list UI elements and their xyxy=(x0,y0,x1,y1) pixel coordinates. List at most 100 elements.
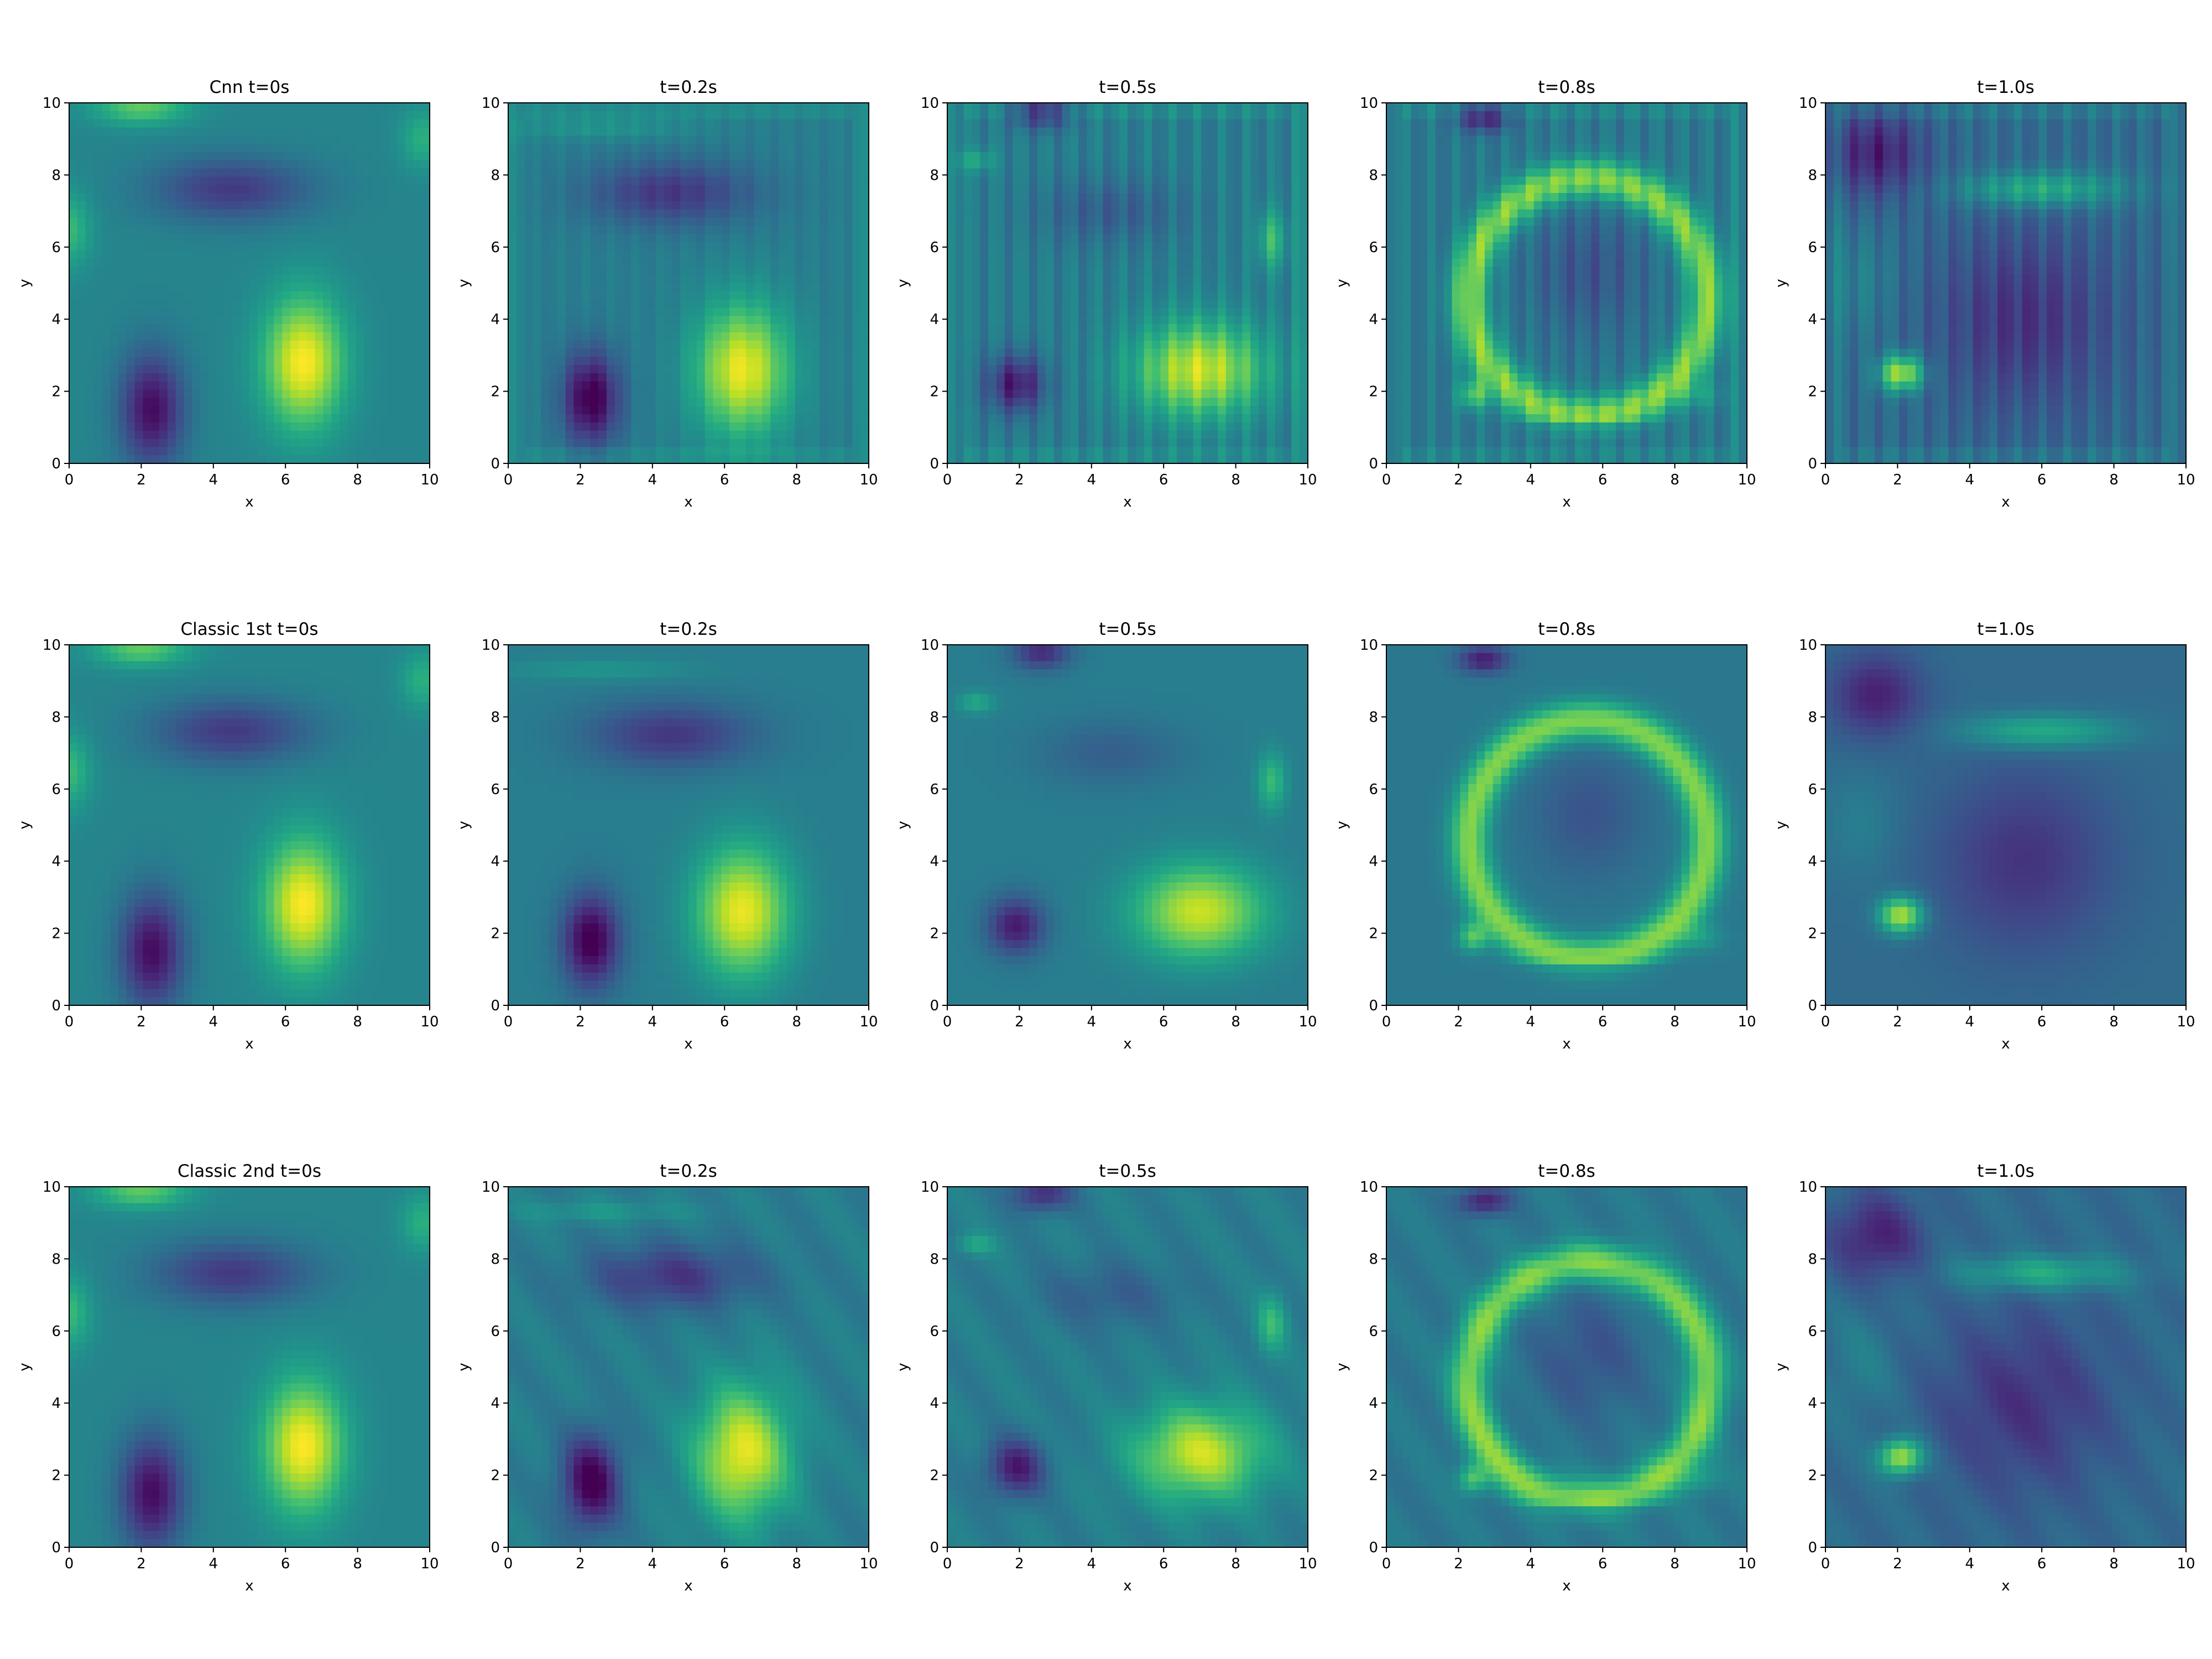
heatmap-cell xyxy=(795,430,804,440)
heatmap-cell xyxy=(397,430,406,440)
heatmap-cell xyxy=(820,209,828,218)
heatmap-cell xyxy=(803,348,812,357)
heatmap-cell xyxy=(413,316,422,325)
heatmap-cell xyxy=(151,234,160,243)
heatmap-cell xyxy=(655,185,665,194)
heatmap-cell xyxy=(557,332,566,341)
heatmap-cell xyxy=(573,176,582,185)
heatmap-cell xyxy=(762,193,771,202)
heatmap-cell xyxy=(413,258,422,267)
heatmap-cell xyxy=(988,250,997,259)
heatmap-cell xyxy=(372,299,381,309)
heatmap-cell xyxy=(347,381,357,390)
heatmap-cell xyxy=(713,242,722,251)
heatmap-cell xyxy=(860,447,869,456)
heatmap-cell xyxy=(1013,414,1021,423)
heatmap-cell xyxy=(820,439,828,447)
heatmap-cell xyxy=(963,135,973,144)
heatmap-cell xyxy=(1086,389,1095,399)
heatmap-cell xyxy=(200,144,209,153)
heatmap-cell xyxy=(947,381,956,390)
heatmap-cell xyxy=(557,201,566,210)
heatmap-cell xyxy=(323,185,332,194)
heatmap-cell xyxy=(331,283,340,292)
heatmap-cell xyxy=(323,291,332,300)
heatmap-cell xyxy=(257,291,267,300)
heatmap-cell xyxy=(508,414,517,423)
heatmap-cell xyxy=(827,332,837,341)
heatmap-cell xyxy=(77,307,86,316)
heatmap-cell xyxy=(151,242,160,251)
heatmap-cell xyxy=(1045,103,1055,112)
heatmap-cell xyxy=(102,447,111,456)
heatmap-cell xyxy=(159,226,168,234)
heatmap-cell xyxy=(421,455,430,464)
heatmap-cell xyxy=(1128,373,1136,382)
heatmap-cell xyxy=(298,152,307,161)
heatmap-cell xyxy=(988,357,997,366)
heatmap-cell xyxy=(516,152,525,161)
heatmap-cell xyxy=(208,357,217,366)
heatmap-cell xyxy=(340,422,348,431)
heatmap-cell xyxy=(647,324,656,333)
heatmap-cell xyxy=(533,193,541,202)
heatmap-cell xyxy=(1053,144,1063,153)
heatmap-cell xyxy=(265,447,275,456)
heatmap-cell xyxy=(549,447,558,456)
heatmap-cell xyxy=(836,111,845,120)
heatmap-cell xyxy=(315,422,324,431)
heatmap-cell xyxy=(721,111,730,120)
heatmap-cell xyxy=(508,455,517,464)
heatmap-cell xyxy=(1021,152,1030,161)
heatmap-cell xyxy=(282,193,291,202)
heatmap-cell xyxy=(614,340,624,349)
heatmap-cell xyxy=(233,242,242,251)
heatmap-cell xyxy=(947,398,956,406)
heatmap-cell xyxy=(388,389,398,399)
heatmap-cell xyxy=(265,348,275,357)
heatmap-cell xyxy=(1029,332,1038,341)
heatmap-cell xyxy=(405,455,414,464)
heatmap-cell xyxy=(786,430,796,440)
heatmap-cell xyxy=(836,250,845,259)
heatmap-cell xyxy=(126,226,135,234)
heatmap-cell xyxy=(118,398,127,406)
heatmap-cell xyxy=(721,348,730,357)
heatmap-cell xyxy=(167,275,176,284)
heatmap-cell xyxy=(175,144,185,153)
heatmap-cell xyxy=(233,389,242,399)
heatmap-cell xyxy=(508,291,517,300)
heatmap-cell xyxy=(257,275,267,284)
heatmap-cell xyxy=(184,291,192,300)
heatmap-cell xyxy=(803,307,812,316)
heatmap-cell xyxy=(795,455,804,464)
heatmap-cell xyxy=(257,135,267,144)
heatmap-cell xyxy=(216,185,226,194)
heatmap-cell xyxy=(590,111,599,120)
heatmap-cell xyxy=(955,152,964,161)
heatmap-cell xyxy=(972,340,980,349)
heatmap-cell xyxy=(996,234,1005,243)
heatmap-cell xyxy=(175,348,185,357)
heatmap-cell xyxy=(664,307,672,316)
heatmap-cell xyxy=(249,291,258,300)
heatmap-cell xyxy=(623,258,632,267)
heatmap-cell xyxy=(1111,242,1120,251)
heatmap-cell xyxy=(1037,144,1046,153)
heatmap-cell xyxy=(860,275,869,284)
heatmap-cell xyxy=(175,430,185,440)
heatmap-cell xyxy=(844,144,853,153)
heatmap-cell xyxy=(988,447,997,456)
heatmap-cell xyxy=(323,217,332,226)
heatmap-cell xyxy=(134,414,143,423)
heatmap-cell xyxy=(705,340,714,349)
heatmap-cell xyxy=(134,439,143,447)
heatmap-cell xyxy=(405,111,414,120)
heatmap-cell xyxy=(216,119,226,128)
heatmap-cell xyxy=(93,430,102,440)
heatmap-cell xyxy=(598,340,607,349)
heatmap-cell xyxy=(1086,226,1095,234)
heatmap-cell xyxy=(69,234,78,243)
heatmap-cell xyxy=(713,455,722,464)
heatmap-cell xyxy=(754,447,763,456)
